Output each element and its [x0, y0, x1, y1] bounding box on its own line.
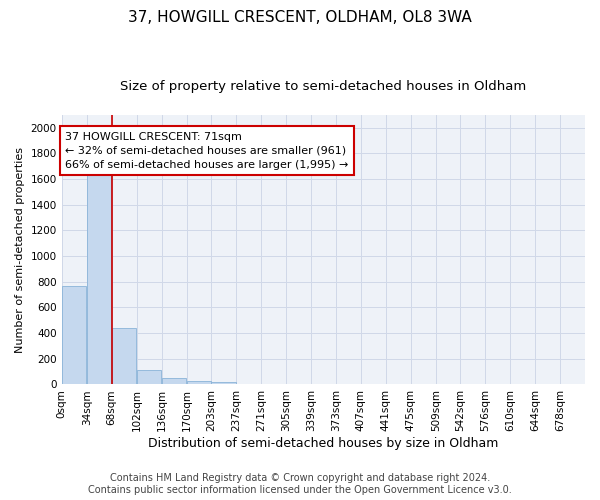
Bar: [62, 286, 86, 384]
Title: Size of property relative to semi-detached houses in Oldham: Size of property relative to semi-detach…: [120, 80, 526, 93]
Y-axis label: Number of semi-detached properties: Number of semi-detached properties: [15, 146, 25, 352]
Text: 37 HOWGILL CRESCENT: 71sqm
← 32% of semi-detached houses are smaller (961)
66% o: 37 HOWGILL CRESCENT: 71sqm ← 32% of semi…: [65, 132, 349, 170]
Bar: [112, 328, 136, 384]
Bar: [211, 382, 236, 384]
Bar: [187, 380, 211, 384]
X-axis label: Distribution of semi-detached houses by size in Oldham: Distribution of semi-detached houses by …: [148, 437, 499, 450]
Bar: [162, 378, 187, 384]
Bar: [137, 370, 161, 384]
Text: 37, HOWGILL CRESCENT, OLDHAM, OL8 3WA: 37, HOWGILL CRESCENT, OLDHAM, OL8 3WA: [128, 10, 472, 25]
Text: Contains HM Land Registry data © Crown copyright and database right 2024.
Contai: Contains HM Land Registry data © Crown c…: [88, 474, 512, 495]
Bar: [87, 174, 112, 384]
